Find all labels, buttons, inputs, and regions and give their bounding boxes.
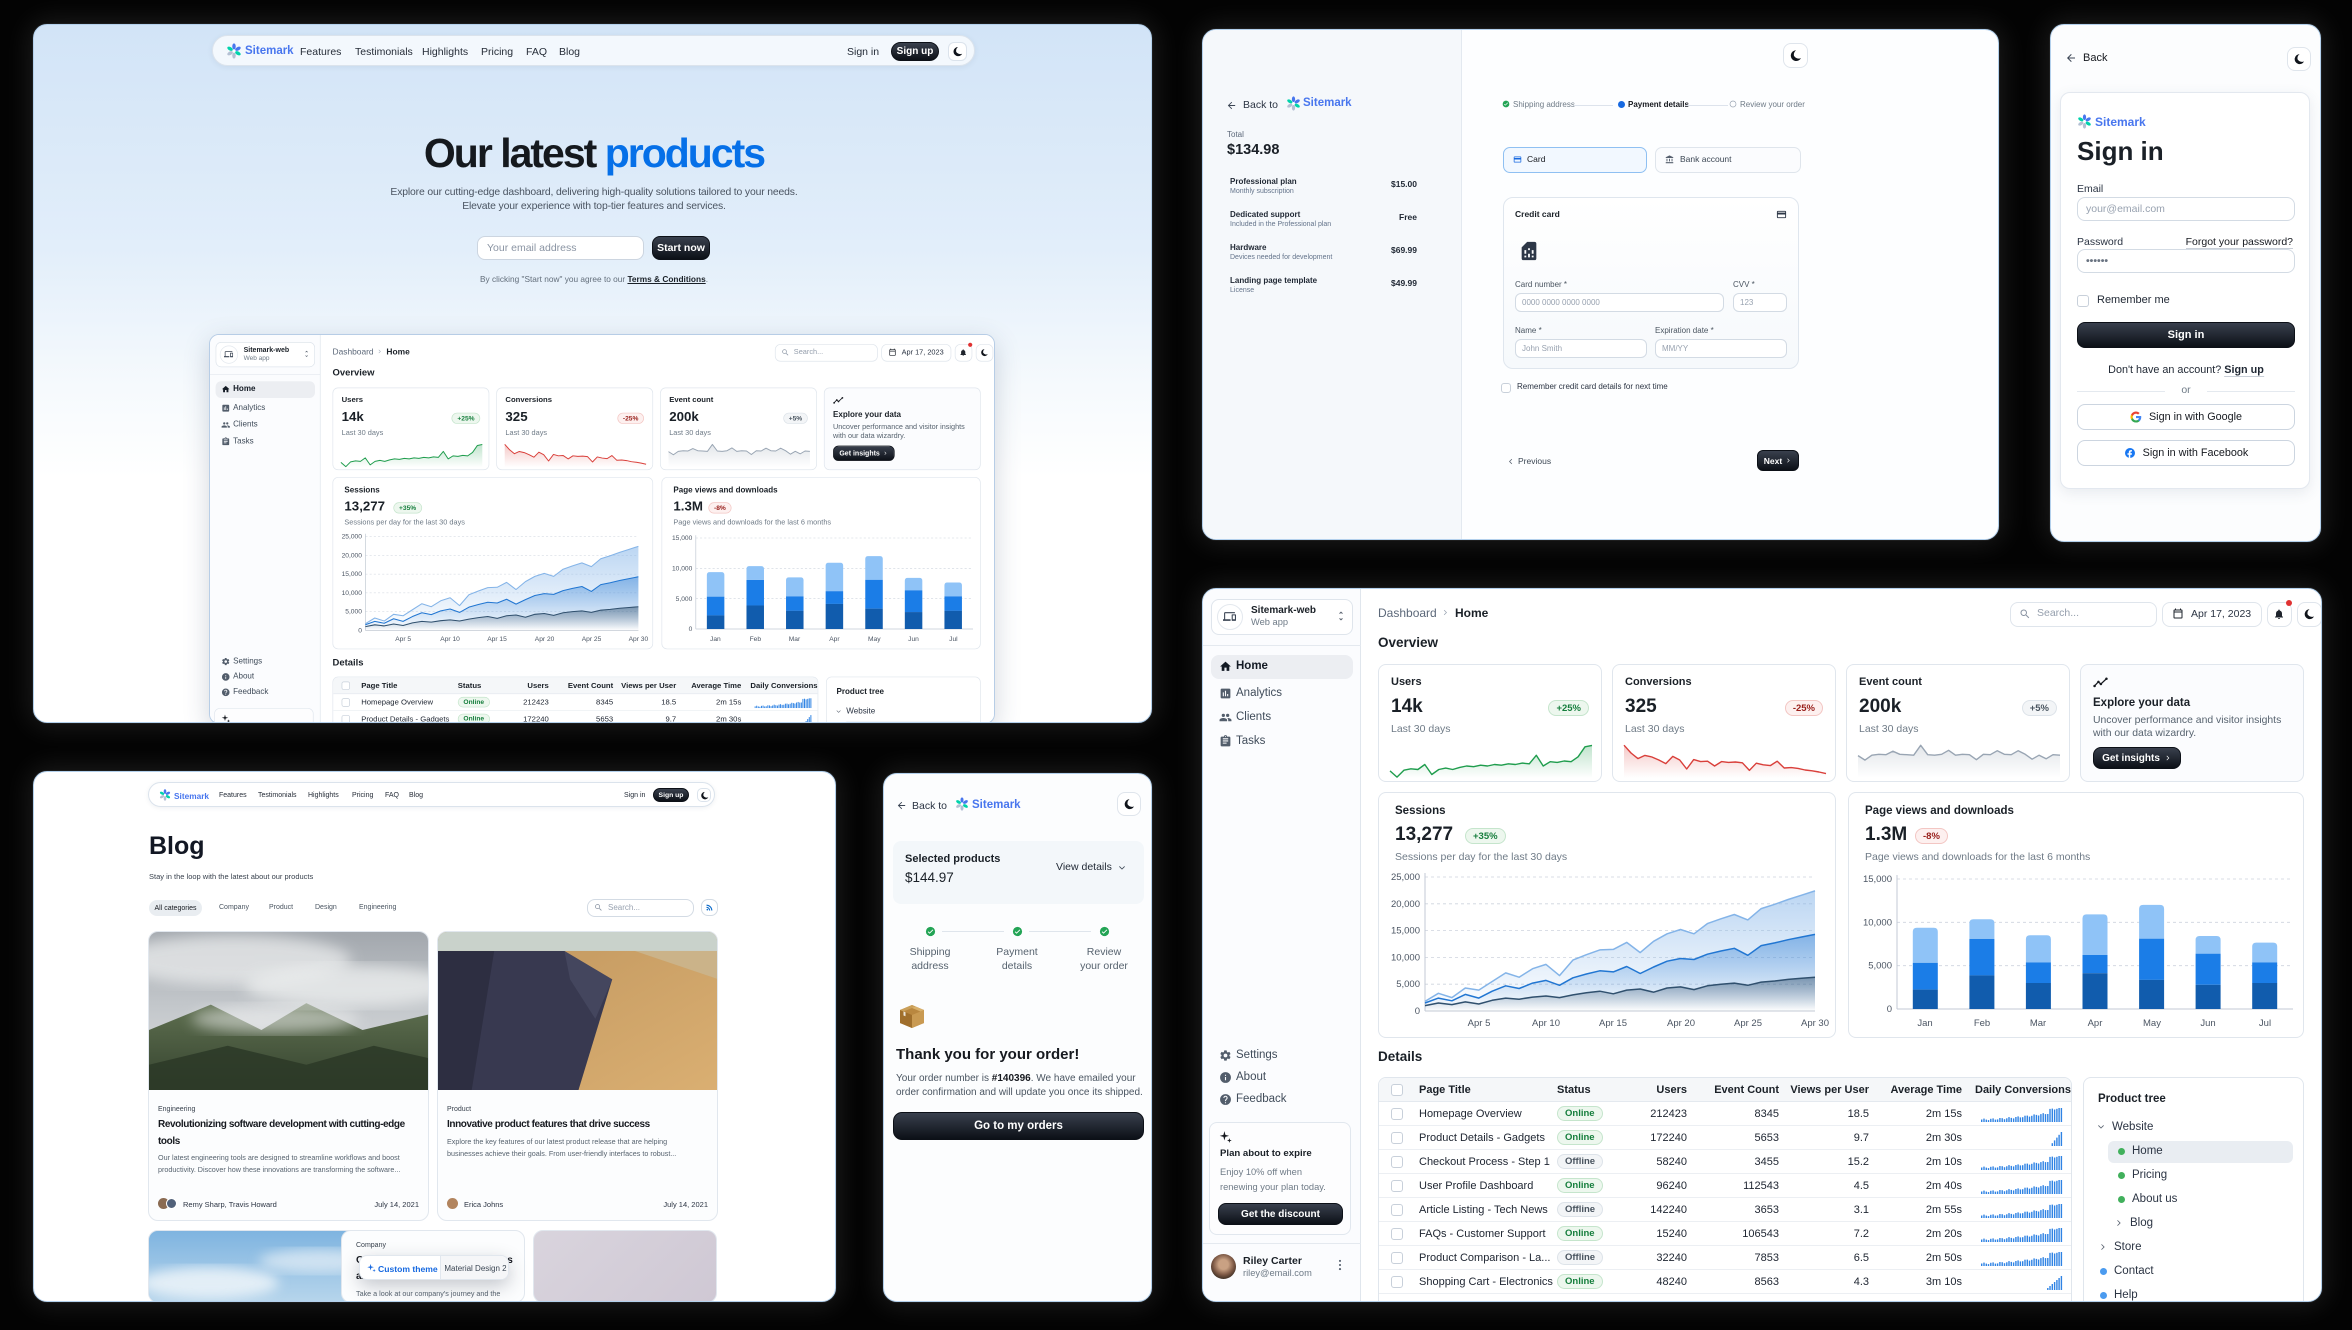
svg-text:Feb: Feb: [750, 636, 762, 643]
svg-text:Apr 30: Apr 30: [1801, 1018, 1829, 1029]
svg-text:Jan: Jan: [710, 636, 721, 643]
svg-text:Apr 25: Apr 25: [582, 636, 602, 643]
svg-text:Apr 5: Apr 5: [395, 636, 411, 643]
svg-text:15,000: 15,000: [1391, 926, 1420, 937]
svg-text:Jan: Jan: [1917, 1018, 1932, 1029]
svg-text:Feb: Feb: [1974, 1018, 1990, 1029]
svg-text:25,000: 25,000: [342, 534, 363, 541]
svg-text:Apr 10: Apr 10: [1532, 1018, 1560, 1029]
svg-text:May: May: [868, 636, 881, 643]
svg-text:Jun: Jun: [2200, 1018, 2215, 1029]
svg-text:15,000: 15,000: [342, 571, 363, 578]
svg-text:Apr 15: Apr 15: [487, 636, 507, 643]
svg-text:10,000: 10,000: [342, 590, 363, 597]
svg-text:10,000: 10,000: [672, 565, 693, 572]
svg-text:5,000: 5,000: [1868, 961, 1892, 972]
svg-text:Apr 15: Apr 15: [1599, 1018, 1627, 1029]
svg-text:0: 0: [1887, 1004, 1892, 1015]
svg-text:15,000: 15,000: [672, 535, 693, 542]
svg-text:Jul: Jul: [2259, 1018, 2271, 1029]
svg-text:20,000: 20,000: [1391, 899, 1420, 910]
svg-text:Apr 30: Apr 30: [629, 636, 649, 643]
svg-text:10,000: 10,000: [1863, 917, 1892, 928]
svg-text:Mar: Mar: [789, 636, 801, 643]
svg-text:5,000: 5,000: [345, 609, 362, 616]
svg-text:Apr 5: Apr 5: [1468, 1018, 1491, 1029]
svg-text:0: 0: [1415, 1006, 1420, 1017]
svg-text:15,000: 15,000: [1863, 874, 1892, 885]
svg-text:Mar: Mar: [2030, 1018, 2046, 1029]
svg-text:Jun: Jun: [908, 636, 919, 643]
svg-text:Apr 20: Apr 20: [535, 636, 555, 643]
svg-text:5,000: 5,000: [1396, 979, 1420, 990]
svg-text:5,000: 5,000: [676, 596, 693, 603]
svg-text:25,000: 25,000: [1391, 872, 1420, 883]
svg-text:20,000: 20,000: [342, 552, 363, 559]
svg-text:0: 0: [358, 628, 362, 635]
svg-text:Apr: Apr: [2088, 1018, 2103, 1029]
svg-text:Jul: Jul: [949, 636, 958, 643]
svg-text:Apr 25: Apr 25: [1734, 1018, 1762, 1029]
svg-text:0: 0: [689, 626, 693, 633]
svg-text:May: May: [2143, 1018, 2161, 1029]
svg-text:Apr 10: Apr 10: [440, 636, 460, 643]
svg-text:10,000: 10,000: [1391, 952, 1420, 963]
svg-text:Apr: Apr: [829, 636, 840, 643]
svg-text:Apr 20: Apr 20: [1667, 1018, 1695, 1029]
